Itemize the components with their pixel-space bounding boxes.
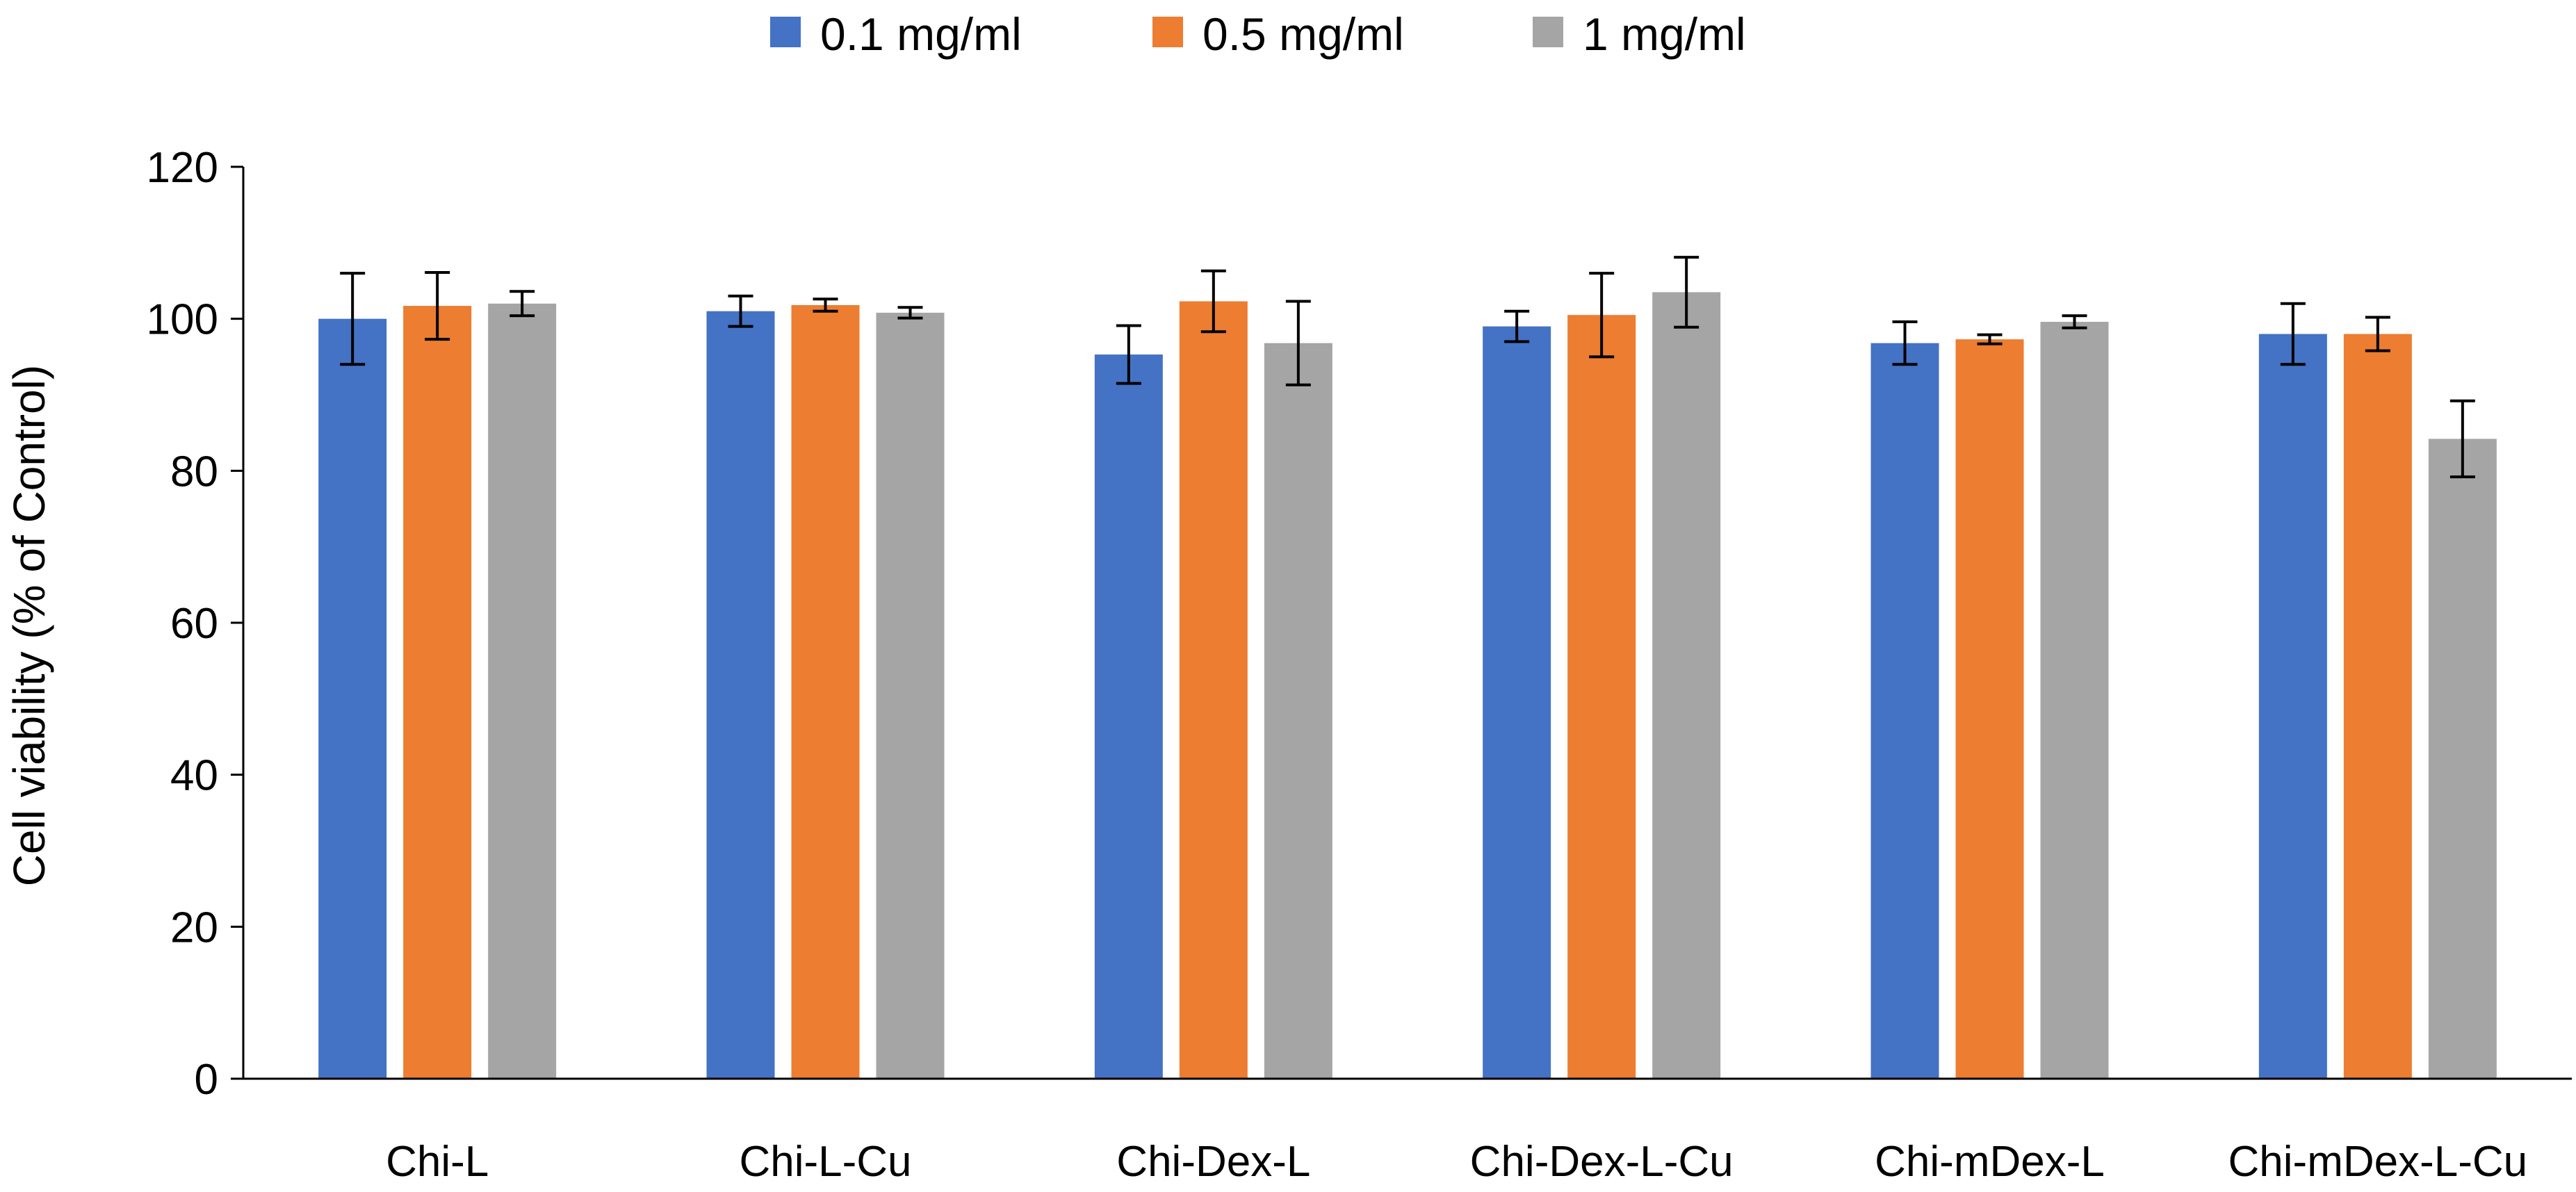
x-tick-label: Chi-mDex-L-Cu: [2228, 1138, 2528, 1186]
bar-Chi-Dex-L-Cu-3: [1652, 292, 1721, 1079]
y-tick-label: 40: [170, 752, 218, 800]
bar-Chi-mDex-L-2: [1955, 339, 2024, 1079]
bar-Chi-L-1: [318, 318, 387, 1079]
legend-label-2: 0.5 mg/ml: [1203, 8, 1404, 60]
bar-Chi-L-Cu-2: [791, 304, 860, 1079]
y-tick-label: 80: [170, 448, 218, 496]
legend-label-1: 0.1 mg/ml: [820, 8, 1022, 60]
legend-swatch-3: [1533, 17, 1563, 47]
y-tick-label: 20: [170, 904, 218, 952]
x-tick-label: Chi-mDex-L: [1875, 1138, 2105, 1186]
bar-Chi-Dex-L-1: [1094, 354, 1163, 1079]
bar-Chi-mDex-L-Cu-1: [2258, 334, 2327, 1079]
y-tick-label: 120: [147, 144, 218, 192]
y-axis-title: Cell viability (% of Control): [4, 365, 54, 886]
bar-Chi-L-Cu-3: [876, 312, 945, 1079]
bar-Chi-Dex-L-3: [1264, 343, 1332, 1079]
bar-Chi-L-3: [488, 303, 557, 1079]
legend: 0.1 mg/ml 0.5 mg/ml 1 mg/ml: [770, 8, 1746, 60]
bar-Chi-Dex-L-Cu-2: [1567, 315, 1636, 1079]
bar-Chi-L-2: [403, 306, 472, 1079]
y-tick-label: 0: [195, 1056, 218, 1104]
bar-Chi-mDex-L-3: [2040, 322, 2109, 1079]
bar-Chi-mDex-L-Cu-3: [2428, 439, 2497, 1079]
bars: [318, 292, 2497, 1079]
error-bars: [340, 256, 2475, 479]
y-axis-ticks: 0 20 40 60 80 100 120: [147, 144, 243, 1104]
legend-label-3: 1 mg/ml: [1583, 8, 1746, 60]
bar-Chi-mDex-L-1: [1870, 343, 1939, 1079]
bar-Chi-mDex-L-Cu-2: [2343, 334, 2412, 1079]
x-tick-label: Chi-Dex-L-Cu: [1470, 1138, 1734, 1186]
bar-Chi-Dex-L-2: [1179, 301, 1248, 1079]
legend-swatch-2: [1152, 17, 1183, 47]
y-tick-label: 100: [147, 296, 218, 344]
x-tick-label: Chi-L-Cu: [739, 1138, 911, 1186]
bar-Chi-Dex-L-Cu-1: [1483, 326, 1551, 1079]
legend-swatch-1: [770, 17, 801, 47]
axes: [242, 167, 2572, 1080]
bar-Chi-L-Cu-1: [706, 311, 775, 1079]
x-tick-label: Chi-L: [386, 1138, 489, 1186]
x-tick-label: Chi-Dex-L: [1116, 1138, 1310, 1186]
x-axis-ticks: Chi-L Chi-L-Cu Chi-Dex-L Chi-Dex-L-Cu Chi-mD…: [386, 1138, 2527, 1186]
y-tick-label: 60: [170, 600, 218, 648]
